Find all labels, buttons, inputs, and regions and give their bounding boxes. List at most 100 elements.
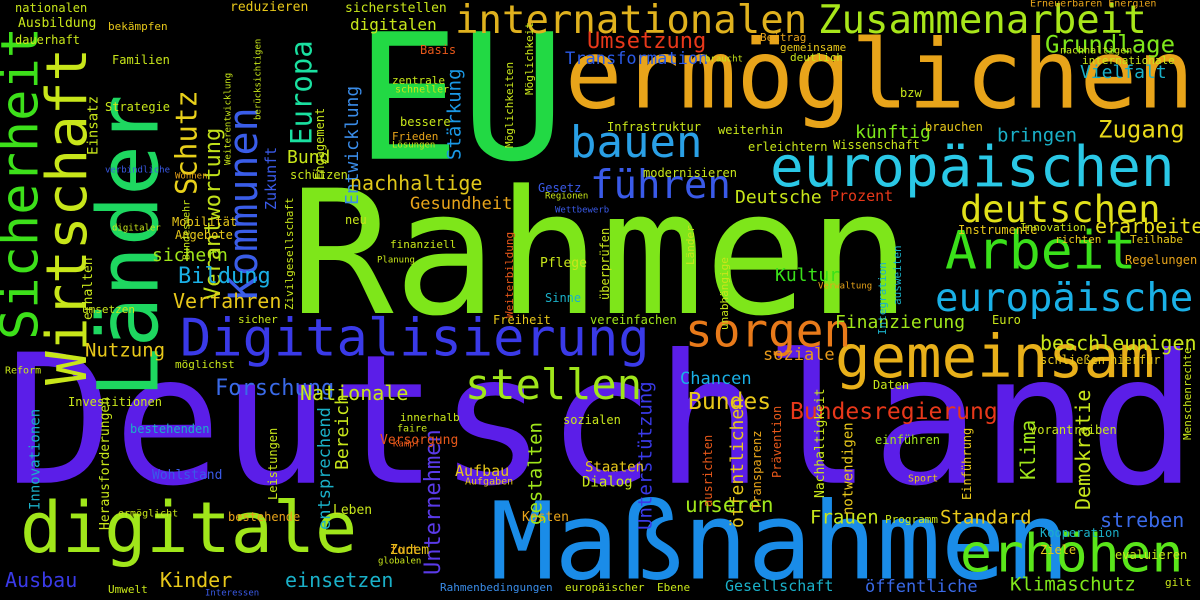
word: Planung xyxy=(377,256,415,266)
word: zentrale xyxy=(392,74,445,87)
word: deutlich xyxy=(790,51,843,64)
word: Umwelt xyxy=(108,583,148,596)
word: brauchen xyxy=(925,120,983,134)
word: Grundlage xyxy=(1045,31,1175,59)
word: weiterhin xyxy=(718,123,783,137)
word: gemeinsame xyxy=(780,41,846,54)
word: Herausforderungen xyxy=(98,397,113,530)
word: Prozent xyxy=(830,187,893,205)
word: Kooperation xyxy=(1040,526,1119,540)
word: unabhängige xyxy=(718,257,731,330)
word: Interessen xyxy=(205,589,259,599)
word: Kommunen xyxy=(221,107,267,300)
word: deutschen xyxy=(960,188,1160,231)
word: vorantreiben xyxy=(1030,423,1117,437)
word: richten xyxy=(1055,233,1101,246)
word: Reform xyxy=(5,365,41,376)
word: Gesetz xyxy=(538,181,581,195)
word: entsprechend xyxy=(315,407,335,530)
word: Teilhabe xyxy=(1130,233,1183,246)
word: Transformation xyxy=(565,49,708,69)
word: Integration xyxy=(876,262,889,335)
word: Bundeswehr xyxy=(181,200,192,260)
word: Chancen xyxy=(680,369,752,389)
word: Gesellschaft xyxy=(725,577,833,595)
word: notwendigen xyxy=(841,422,857,515)
word: bessere xyxy=(400,115,451,129)
word: Weiterentwicklung xyxy=(224,73,234,165)
word: Verantwortung xyxy=(201,128,226,300)
word: nachhaltigen xyxy=(1060,45,1132,56)
word: Nationale xyxy=(300,381,408,405)
word: nachhaltige xyxy=(350,171,482,195)
word: Deutschland xyxy=(5,317,1197,526)
word: gilt xyxy=(1165,576,1192,589)
word: Standard xyxy=(940,507,1032,529)
word: Wissenschaft xyxy=(833,138,920,152)
word: Unterstützung xyxy=(635,381,657,530)
word: innerhalb xyxy=(400,411,460,424)
word: Zukunft xyxy=(262,147,280,210)
word: überprüfen xyxy=(598,228,612,300)
word: erarbeiten xyxy=(1095,214,1200,238)
word: internationalen xyxy=(455,0,807,43)
word: ermöglicht xyxy=(118,508,178,519)
word: Nachhaltigkeit xyxy=(813,388,828,498)
word: Länder xyxy=(79,95,177,398)
word: sichern xyxy=(152,245,228,266)
word: hierfür xyxy=(1110,353,1161,367)
word: Basis xyxy=(420,43,456,57)
word: schließen xyxy=(1040,353,1105,367)
word: Gesundheit xyxy=(410,194,512,214)
word: Innovationen xyxy=(28,409,44,510)
word: Programm xyxy=(885,513,938,526)
word: gemeinsam xyxy=(835,322,1155,391)
word: Forschung xyxy=(215,376,334,401)
word: Rahmen xyxy=(290,153,911,354)
word: sicher xyxy=(238,313,278,326)
word: schneller xyxy=(395,84,449,95)
word: Versorgung xyxy=(380,433,458,448)
word: umsetzen xyxy=(82,303,135,316)
word: Erneuerbaren Energien xyxy=(1030,0,1156,9)
word: öffentlichen xyxy=(727,398,748,528)
word: Staaten xyxy=(585,460,644,476)
word: Aufbau xyxy=(455,462,509,480)
word: einführen xyxy=(875,433,940,447)
word: Umsetzung xyxy=(587,29,706,54)
word: Strategie xyxy=(105,100,170,114)
word: Leben xyxy=(333,503,372,518)
word: Zusammenarbeit xyxy=(818,0,1147,43)
word: Stärkung xyxy=(444,68,466,160)
word: bekämpfen xyxy=(108,20,168,33)
word: berücksichtigen xyxy=(254,39,264,120)
word: einsetzen xyxy=(285,568,393,592)
word: Möglichkeit xyxy=(523,22,536,95)
word: Infrastruktur xyxy=(607,120,701,134)
word: Angebote xyxy=(175,228,233,242)
word: Regionen xyxy=(545,192,588,202)
word: Kultur xyxy=(775,265,840,286)
word: Bund xyxy=(287,147,330,168)
word: führen xyxy=(590,163,731,208)
word: künftig xyxy=(855,122,931,143)
word: Digitalisierung xyxy=(180,309,650,369)
word: ausrichten xyxy=(701,435,715,507)
word: Einsatz xyxy=(86,96,102,155)
word: Investitionen xyxy=(68,395,162,409)
word: Arbeit xyxy=(945,220,1136,281)
word: braucht xyxy=(705,55,743,65)
word: Vielfalt xyxy=(1080,62,1167,83)
word: Bundesregierung xyxy=(790,399,998,425)
word: Entwicklung xyxy=(342,86,363,205)
word: Sinne xyxy=(545,291,581,305)
word: Zivilgesellschaft xyxy=(283,197,296,310)
word: Kampf xyxy=(393,440,420,450)
word: Mobilität xyxy=(172,215,237,229)
word: unseren xyxy=(685,493,774,517)
word: sorgen xyxy=(685,303,851,357)
word: bestehende xyxy=(228,510,300,524)
word: Aufgaben xyxy=(465,476,513,487)
word: Demokratie xyxy=(1071,390,1095,510)
word: schützen xyxy=(290,168,348,182)
